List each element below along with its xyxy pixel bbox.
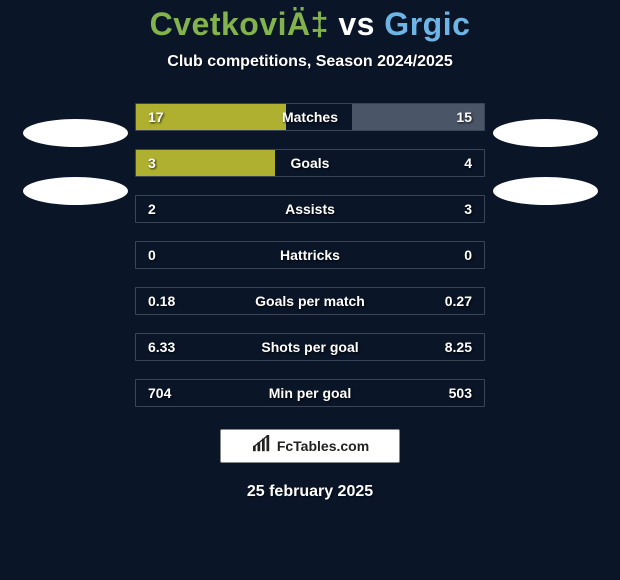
date-text: 25 february 2025 [247, 483, 373, 501]
stat-value-left: 17 [148, 109, 164, 125]
stat-value-right: 8.25 [445, 339, 472, 355]
stat-value-right: 3 [464, 201, 472, 217]
brand-badge: FcTables.com [220, 429, 400, 463]
chart-icon [251, 435, 273, 458]
stat-label: Min per goal [269, 385, 351, 401]
brand-text: FcTables.com [277, 438, 369, 454]
stat-label: Hattricks [280, 247, 340, 263]
left-avatar-column [15, 103, 135, 407]
right-avatar-column [485, 103, 605, 407]
stat-value-right: 0 [464, 247, 472, 263]
vs-text: vs [338, 6, 375, 42]
stat-label: Shots per goal [261, 339, 358, 355]
stat-label: Goals per match [255, 293, 365, 309]
stat-value-right: 4 [464, 155, 472, 171]
stat-value-left: 0 [148, 247, 156, 263]
player2-name: Grgic [384, 6, 470, 42]
comparison-card: CvetkoviÄ‡ vs Grgic Club competitions, S… [0, 0, 620, 580]
avatar-placeholder [23, 119, 128, 147]
club-placeholder [493, 177, 598, 205]
player1-name: CvetkoviÄ‡ [150, 6, 329, 42]
stat-bars: 17 15 Matches 3 4 Goals 2 3 Assists 0 0 Hattricks 0.… [135, 103, 485, 407]
club-placeholder [23, 177, 128, 205]
stat-row: 704 503 Min per goal [135, 379, 485, 407]
avatar-placeholder [493, 119, 598, 147]
stat-row: 0.18 0.27 Goals per match [135, 287, 485, 315]
stat-label: Goals [291, 155, 330, 171]
stat-label: Assists [285, 201, 335, 217]
stat-row: 17 15 Matches [135, 103, 485, 131]
stat-value-left: 3 [148, 155, 156, 171]
stat-value-right: 503 [449, 385, 472, 401]
stat-value-left: 0.18 [148, 293, 175, 309]
subtitle: Club competitions, Season 2024/2025 [167, 53, 452, 71]
stat-value-left: 704 [148, 385, 171, 401]
stat-row: 0 0 Hattricks [135, 241, 485, 269]
bar-fill-left [136, 150, 275, 176]
stat-row: 2 3 Assists [135, 195, 485, 223]
stat-value-left: 2 [148, 201, 156, 217]
stat-row: 3 4 Goals [135, 149, 485, 177]
stat-value-right: 15 [456, 109, 472, 125]
title: CvetkoviÄ‡ vs Grgic [150, 6, 471, 43]
stat-label: Matches [282, 109, 338, 125]
stat-value-right: 0.27 [445, 293, 472, 309]
stats-area: 17 15 Matches 3 4 Goals 2 3 Assists 0 0 Hattricks 0.… [0, 103, 620, 407]
stat-value-left: 6.33 [148, 339, 175, 355]
stat-row: 6.33 8.25 Shots per goal [135, 333, 485, 361]
